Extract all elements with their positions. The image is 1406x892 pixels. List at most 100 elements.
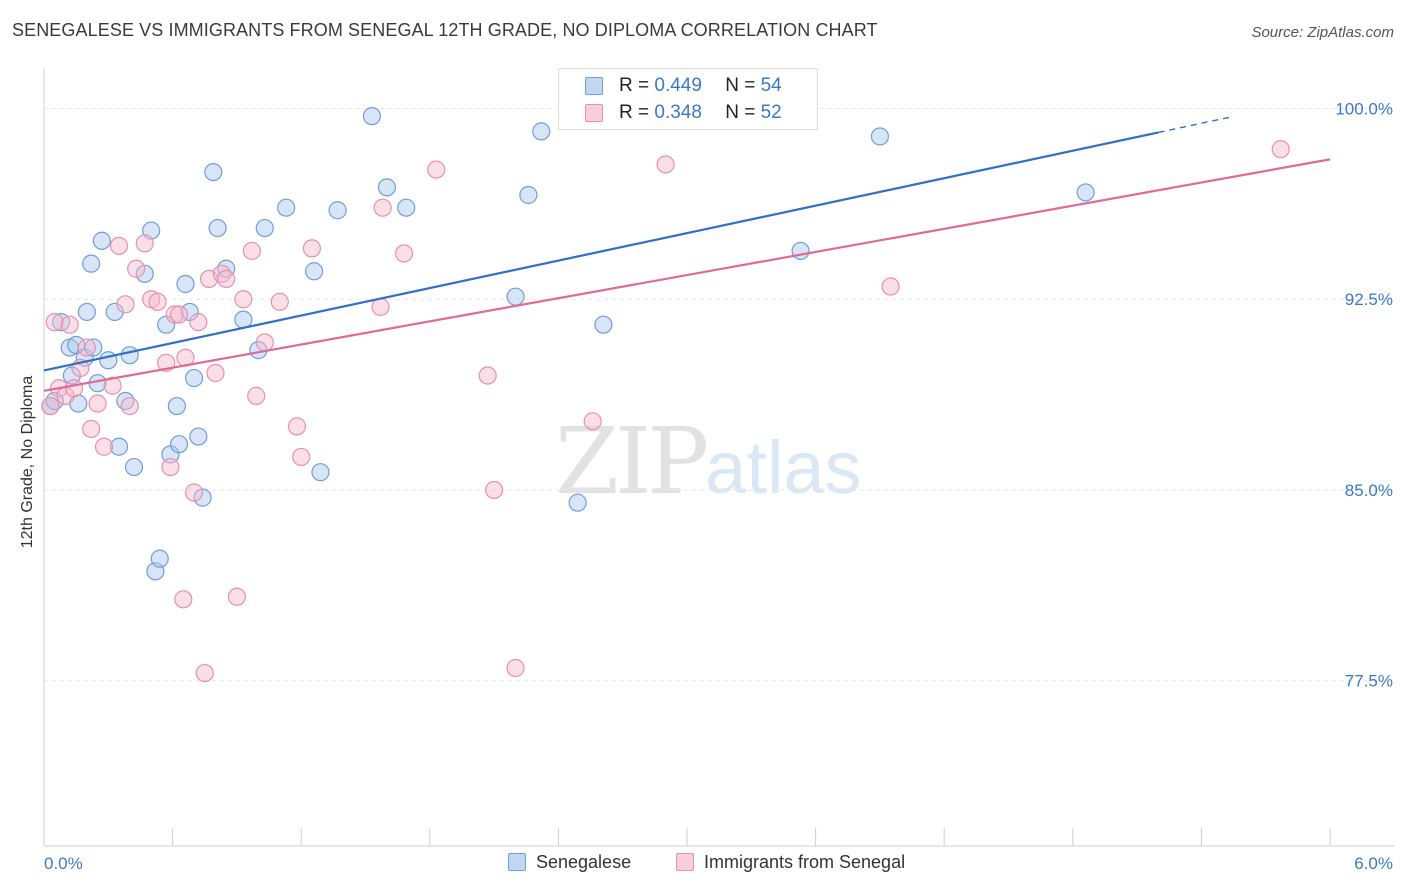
point-senegalese [594, 315, 613, 334]
point-senegalese [791, 241, 810, 261]
source-note: Source: ZipAtlas.com [1251, 24, 1394, 41]
point-immigrants [287, 417, 307, 436]
point-immigrants [270, 292, 289, 311]
trendline-senegalese [43, 131, 1159, 372]
point-immigrants [242, 241, 262, 261]
legend-r-label: R = [619, 75, 655, 96]
legend-item-immigrants: Immigrants from Senegal [676, 852, 905, 873]
point-senegalese [568, 493, 587, 512]
point-immigrants [881, 277, 900, 296]
point-immigrants [656, 155, 675, 174]
legend-swatch-blue [508, 853, 526, 871]
y-tick-label: 85.0% [1345, 481, 1393, 500]
legend-label-immigrants: Immigrants from Senegal [704, 852, 906, 872]
point-senegalese [870, 127, 890, 146]
legend-label-senegalese: Senegalese [536, 852, 632, 872]
point-senegalese [176, 274, 195, 294]
y-tick-label: 92.5% [1345, 290, 1393, 309]
legend-r-value: 0.449 [654, 75, 702, 96]
point-immigrants [394, 244, 414, 263]
point-immigrants [255, 333, 274, 352]
x-tick-label: 0.0% [44, 854, 83, 873]
point-senegalese [135, 264, 154, 283]
point-immigrants [109, 236, 129, 255]
point-immigrants [127, 259, 146, 278]
legend-swatch-pink [585, 104, 603, 122]
point-senegalese [189, 427, 208, 446]
point-immigrants [234, 290, 253, 309]
point-immigrants [184, 483, 204, 502]
point-senegalese [124, 457, 144, 477]
point-senegalese [77, 302, 96, 322]
point-immigrants [485, 480, 504, 500]
point-immigrants [103, 376, 122, 395]
point-immigrants [148, 292, 167, 311]
point-immigrants [302, 239, 322, 258]
point-immigrants [174, 590, 193, 609]
point-senegalese [204, 162, 223, 182]
point-immigrants [60, 315, 79, 334]
x-tick-label: 6.0% [1354, 854, 1393, 873]
legend-row-senegalese: R = 0.449 N = 54 [585, 75, 782, 99]
point-senegalese [1076, 183, 1095, 202]
point-immigrants [161, 457, 180, 477]
point-immigrants [478, 366, 497, 385]
point-immigrants [506, 658, 525, 678]
point-senegalese [506, 287, 525, 306]
legend-n-label: N = [725, 102, 761, 123]
point-senegalese [362, 107, 382, 126]
point-immigrants [41, 396, 60, 416]
point-immigrants [206, 363, 225, 383]
point-senegalese [193, 488, 212, 507]
point-immigrants [135, 234, 154, 253]
point-immigrants [120, 396, 139, 416]
point-senegalese [377, 178, 397, 197]
point-senegalese [184, 368, 204, 388]
point-immigrants [45, 313, 64, 332]
legend-n-value: 52 [760, 102, 782, 123]
point-immigrants [94, 437, 114, 456]
point-immigrants [195, 663, 214, 683]
point-immigrants [292, 447, 311, 467]
point-immigrants [189, 313, 208, 332]
point-senegalese [82, 254, 101, 273]
point-senegalese [532, 122, 551, 141]
point-senegalese [519, 185, 538, 205]
point-senegalese [92, 231, 111, 250]
point-senegalese [311, 463, 330, 482]
chart-title: SENEGALESE VS IMMIGRANTS FROM SENEGAL 12… [12, 20, 878, 40]
y-tick-label: 77.5% [1345, 672, 1393, 691]
point-senegalese [167, 396, 186, 416]
legend-n-value: 54 [760, 75, 782, 96]
correlation-legend: R = 0.449 N = 54 R = 0.348 N = 52 [558, 68, 818, 130]
point-immigrants [64, 379, 84, 398]
point-senegalese [109, 437, 129, 456]
point-senegalese [328, 201, 347, 220]
point-senegalese [255, 218, 274, 238]
legend-item-senegalese: Senegalese [508, 852, 631, 873]
point-senegalese [277, 198, 296, 217]
legend-swatch-blue [585, 77, 603, 95]
point-immigrants [1271, 140, 1290, 159]
legend-swatch-pink [676, 853, 694, 871]
point-immigrants [77, 338, 96, 357]
legend-r-label: R = [619, 102, 655, 123]
trendline-immigrants [43, 158, 1331, 392]
point-immigrants [373, 198, 392, 217]
point-immigrants [247, 386, 266, 405]
point-senegalese [84, 338, 103, 357]
point-immigrants [427, 160, 446, 179]
point-immigrants [217, 269, 236, 289]
point-immigrants [88, 394, 107, 413]
point-senegalese [169, 435, 189, 454]
point-senegalese [304, 262, 324, 281]
legend-row-immigrants: R = 0.348 N = 52 [585, 102, 782, 126]
point-immigrants [116, 295, 135, 314]
trendline-senegalese-extension [1158, 115, 1234, 134]
point-senegalese [208, 218, 227, 238]
legend-n-label: N = [725, 75, 761, 96]
point-immigrants [227, 587, 246, 606]
point-senegalese [120, 346, 139, 365]
point-immigrants [169, 305, 189, 324]
